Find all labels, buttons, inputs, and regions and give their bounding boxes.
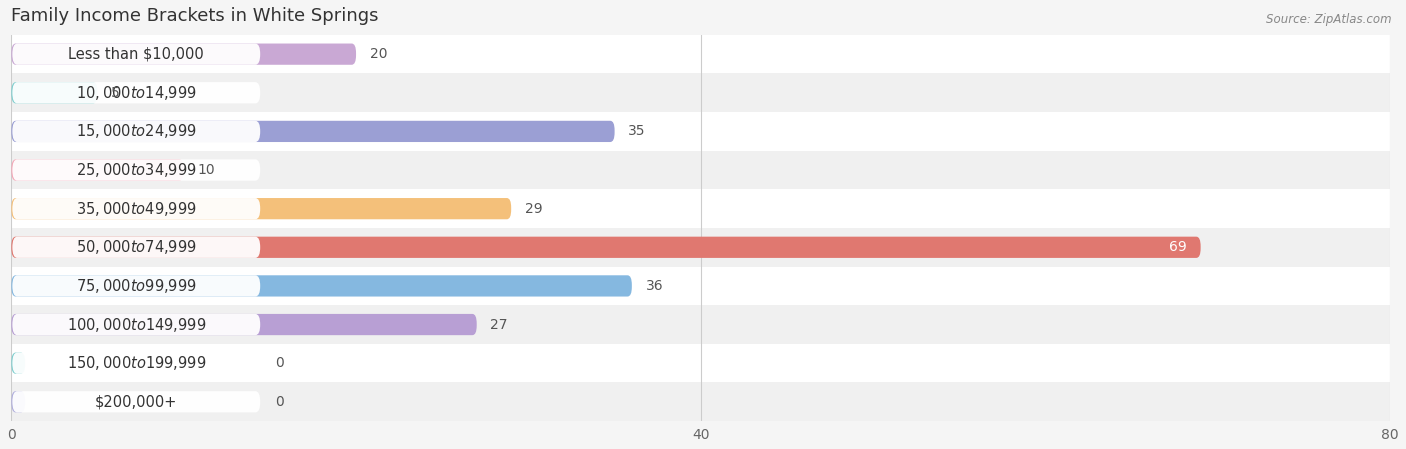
Text: 10: 10	[197, 163, 215, 177]
Text: $35,000 to $49,999: $35,000 to $49,999	[76, 200, 197, 218]
Text: Less than $10,000: Less than $10,000	[69, 47, 204, 62]
Text: Family Income Brackets in White Springs: Family Income Brackets in White Springs	[11, 7, 378, 25]
FancyBboxPatch shape	[11, 237, 1201, 258]
FancyBboxPatch shape	[13, 275, 260, 296]
Text: $200,000+: $200,000+	[96, 394, 177, 409]
FancyBboxPatch shape	[11, 121, 614, 142]
Text: $150,000 to $199,999: $150,000 to $199,999	[66, 354, 207, 372]
FancyBboxPatch shape	[13, 198, 260, 219]
FancyBboxPatch shape	[13, 159, 260, 180]
Text: $15,000 to $24,999: $15,000 to $24,999	[76, 123, 197, 141]
FancyBboxPatch shape	[11, 159, 184, 180]
FancyBboxPatch shape	[11, 198, 512, 219]
FancyBboxPatch shape	[13, 352, 260, 374]
FancyBboxPatch shape	[11, 391, 25, 413]
FancyBboxPatch shape	[11, 112, 1391, 151]
FancyBboxPatch shape	[11, 267, 1391, 305]
Text: $10,000 to $14,999: $10,000 to $14,999	[76, 84, 197, 102]
Text: 0: 0	[276, 395, 284, 409]
Text: 35: 35	[628, 124, 645, 138]
Text: Source: ZipAtlas.com: Source: ZipAtlas.com	[1267, 13, 1392, 26]
FancyBboxPatch shape	[13, 237, 260, 258]
FancyBboxPatch shape	[11, 228, 1391, 267]
FancyBboxPatch shape	[11, 383, 1391, 421]
Text: 36: 36	[645, 279, 664, 293]
FancyBboxPatch shape	[11, 305, 1391, 344]
FancyBboxPatch shape	[13, 44, 260, 65]
FancyBboxPatch shape	[13, 314, 260, 335]
FancyBboxPatch shape	[11, 314, 477, 335]
FancyBboxPatch shape	[11, 352, 25, 374]
Text: $50,000 to $74,999: $50,000 to $74,999	[76, 238, 197, 256]
Text: 20: 20	[370, 47, 387, 61]
Text: $75,000 to $99,999: $75,000 to $99,999	[76, 277, 197, 295]
FancyBboxPatch shape	[11, 74, 1391, 112]
FancyBboxPatch shape	[11, 151, 1391, 189]
FancyBboxPatch shape	[13, 121, 260, 142]
FancyBboxPatch shape	[11, 275, 631, 296]
FancyBboxPatch shape	[11, 82, 97, 103]
FancyBboxPatch shape	[13, 82, 260, 103]
Text: 69: 69	[1170, 240, 1187, 254]
Text: 29: 29	[524, 202, 543, 216]
FancyBboxPatch shape	[11, 344, 1391, 383]
Text: $100,000 to $149,999: $100,000 to $149,999	[66, 316, 207, 334]
FancyBboxPatch shape	[13, 391, 260, 413]
Text: 0: 0	[276, 356, 284, 370]
FancyBboxPatch shape	[11, 44, 356, 65]
Text: 27: 27	[491, 317, 508, 331]
FancyBboxPatch shape	[11, 35, 1391, 74]
Text: $25,000 to $34,999: $25,000 to $34,999	[76, 161, 197, 179]
Text: 5: 5	[111, 86, 120, 100]
FancyBboxPatch shape	[11, 189, 1391, 228]
